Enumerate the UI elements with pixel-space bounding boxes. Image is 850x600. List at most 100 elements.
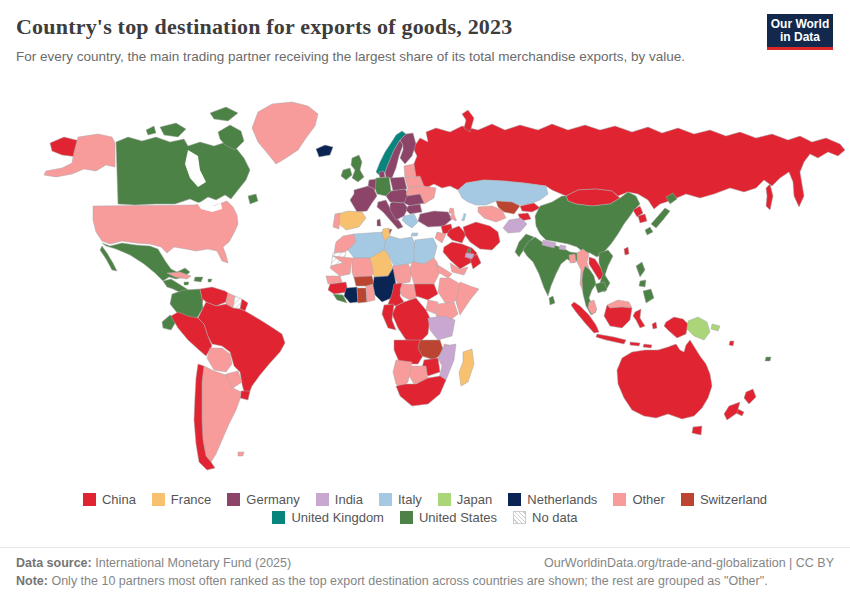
legend-item-france[interactable]: France	[152, 492, 211, 507]
country-alaska[interactable]	[44, 134, 115, 177]
country-fiji[interactable]	[765, 357, 771, 361]
country-falklands[interactable]	[238, 452, 244, 456]
country-ivory-coast[interactable]	[344, 287, 358, 303]
map-legend: China France Germany India Italy Japan Netherl…	[0, 492, 850, 528]
legend-label: Germany	[246, 492, 299, 507]
country-sakhalin[interactable]	[766, 184, 773, 210]
country-germany[interactable]	[374, 177, 391, 196]
country-finland[interactable]	[400, 133, 416, 164]
country-kalimantan[interactable]	[604, 305, 632, 328]
country-united-kingdom[interactable]	[351, 155, 364, 182]
country-canada-ellesmere[interactable]	[210, 107, 238, 121]
legend-swatch	[438, 493, 451, 506]
country-jordan-israel[interactable]	[435, 232, 446, 243]
legend-label: United Kingdom	[291, 510, 384, 525]
country-crete[interactable]	[411, 233, 418, 236]
legend-item-china[interactable]: China	[83, 492, 136, 507]
legend-item-united-states[interactable]: United States	[400, 510, 497, 525]
country-romania[interactable]	[404, 194, 424, 206]
country-lesser-sunda-1[interactable]	[630, 342, 640, 346]
country-jamaica[interactable]	[184, 282, 189, 285]
country-hispaniola[interactable]	[194, 277, 203, 282]
country-malaysia-borneo[interactable]	[607, 300, 632, 308]
country-bulgaria[interactable]	[406, 204, 422, 214]
country-philippines-mindanao[interactable]	[643, 289, 654, 303]
country-sri-lanka[interactable]	[549, 296, 555, 305]
legend-item-netherlands[interactable]: Netherlands	[508, 492, 597, 507]
country-denmark[interactable]	[379, 171, 385, 178]
country-taiwan[interactable]	[624, 247, 629, 255]
country-malaysia[interactable]	[588, 300, 597, 315]
country-west-papua[interactable]	[664, 317, 688, 338]
country-sardinia[interactable]	[377, 219, 381, 226]
country-philippines-luzon[interactable]	[636, 262, 645, 277]
data-source: Data source: International Monetary Fund…	[16, 556, 291, 570]
country-ghana[interactable]	[357, 288, 367, 303]
legend-label: United States	[419, 510, 497, 525]
legend-swatch	[681, 493, 694, 506]
country-iran[interactable]	[463, 222, 500, 250]
country-java[interactable]	[596, 334, 626, 344]
legend-item-no-data[interactable]: No data	[513, 510, 578, 525]
country-ireland[interactable]	[341, 168, 352, 180]
country-greenland[interactable]	[252, 102, 318, 164]
country-japan-kyushu[interactable]	[645, 227, 653, 235]
country-vanuatu[interactable]	[729, 341, 734, 346]
country-maluku[interactable]	[652, 322, 657, 329]
country-nz-north[interactable]	[744, 389, 756, 404]
country-afghanistan[interactable]	[503, 218, 527, 233]
country-japan-honshu[interactable]	[651, 208, 670, 228]
country-burkina-faso[interactable]	[354, 276, 374, 286]
country-australia[interactable]	[617, 340, 712, 419]
legend-swatch	[227, 493, 240, 506]
legend-item-india[interactable]: India	[316, 492, 363, 507]
legend-item-other[interactable]: Other	[613, 492, 665, 507]
country-tasmania[interactable]	[692, 426, 702, 435]
legend-swatch	[379, 493, 392, 506]
country-spain[interactable]	[338, 211, 366, 230]
legend-item-switzerland[interactable]: Switzerland	[681, 492, 767, 507]
owid-link[interactable]: OurWorldinData.org/trade-and-globalizati…	[544, 556, 834, 570]
legend-item-japan[interactable]: Japan	[438, 492, 492, 507]
country-new-britain[interactable]	[711, 324, 720, 331]
legend-label: Other	[632, 492, 665, 507]
country-philippines-visayas[interactable]	[639, 280, 646, 287]
country-qatar[interactable]	[467, 249, 471, 253]
country-france[interactable]	[350, 186, 377, 212]
country-south-sudan[interactable]	[414, 284, 438, 300]
country-uganda[interactable]	[426, 300, 438, 314]
legend-row-2: United Kingdom United States No data	[0, 510, 850, 525]
country-canada-banks[interactable]	[146, 126, 156, 135]
country-eritrea[interactable]	[436, 264, 452, 278]
country-puerto-rico[interactable]	[208, 279, 212, 282]
country-bhutan[interactable]	[559, 245, 566, 250]
legend-row-1: China France Germany India Italy Japan Netherl…	[0, 492, 850, 507]
country-venezuela[interactable]	[200, 287, 228, 306]
country-lesser-sunda-2[interactable]	[643, 344, 652, 348]
legend-item-germany[interactable]: Germany	[227, 492, 299, 507]
legend-swatch-no-data	[513, 511, 526, 524]
legend-swatch	[272, 511, 285, 524]
country-baltics[interactable]	[404, 164, 416, 178]
country-greece[interactable]	[402, 214, 418, 228]
country-bolivia[interactable]	[207, 348, 232, 372]
legend-swatch	[152, 493, 165, 506]
caspian-sea	[454, 197, 464, 221]
legend-item-united-kingdom[interactable]: United Kingdom	[272, 510, 384, 525]
country-iceland[interactable]	[316, 145, 333, 157]
country-bangladesh[interactable]	[569, 254, 576, 263]
country-tanzania[interactable]	[428, 316, 455, 340]
country-portugal[interactable]	[333, 213, 340, 229]
country-papua-new-guinea[interactable]	[687, 317, 710, 340]
legend-swatch	[508, 493, 521, 506]
country-canada-victoria[interactable]	[160, 123, 186, 137]
legend-item-italy[interactable]: Italy	[379, 492, 422, 507]
country-newfoundland[interactable]	[248, 194, 258, 204]
legend-swatch	[316, 493, 329, 506]
country-sulawesi[interactable]	[633, 309, 645, 328]
country-somalia[interactable]	[456, 282, 479, 315]
country-uruguay[interactable]	[240, 391, 250, 400]
country-baja[interactable]	[100, 246, 117, 271]
country-nz-south[interactable]	[724, 402, 740, 420]
country-madagascar[interactable]	[459, 349, 474, 386]
